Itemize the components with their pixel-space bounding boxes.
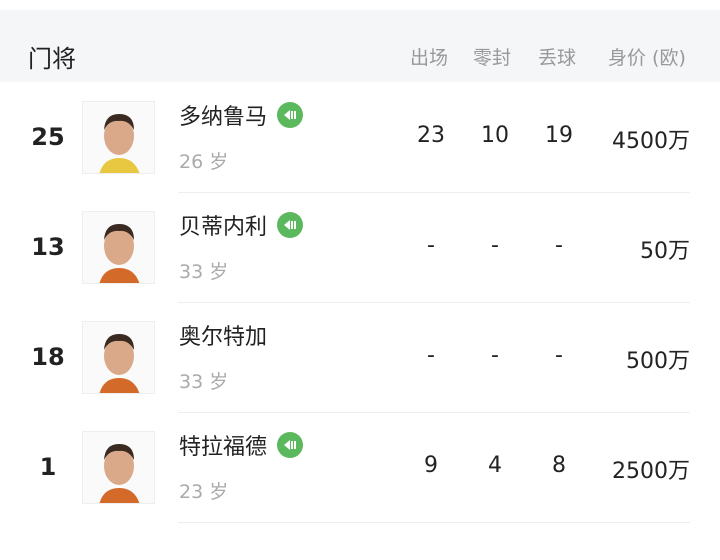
player-row[interactable]: 18 奥尔特加 33 岁 - - - 500万 bbox=[0, 321, 720, 431]
player-number: 18 bbox=[31, 343, 65, 371]
player-photo bbox=[82, 321, 155, 394]
player-age: 26 岁 bbox=[179, 151, 229, 173]
stat-conceded: - bbox=[555, 233, 563, 258]
player-age: 33 岁 bbox=[179, 371, 229, 393]
section-title: 门将 bbox=[28, 45, 76, 73]
row-divider bbox=[178, 192, 690, 193]
stat-clean-sheets: 4 bbox=[488, 453, 502, 478]
market-value: 4500万 bbox=[612, 129, 690, 154]
market-value: 2500万 bbox=[612, 459, 690, 484]
col-apps: 出场 bbox=[410, 47, 449, 69]
player-number: 25 bbox=[31, 123, 65, 151]
row-divider bbox=[178, 522, 690, 523]
stat-clean-sheets: - bbox=[491, 233, 499, 258]
stat-apps: 9 bbox=[424, 453, 438, 478]
stat-apps: - bbox=[427, 233, 435, 258]
player-name[interactable]: 贝蒂内利 bbox=[179, 215, 268, 240]
player-name-line: 贝蒂内利 bbox=[179, 209, 304, 241]
player-row[interactable]: 13 贝蒂内利 33 岁 - - - 50万 bbox=[0, 211, 720, 321]
stat-conceded: 8 bbox=[552, 453, 566, 478]
play-badge-icon[interactable] bbox=[277, 102, 304, 128]
player-number: 1 bbox=[39, 453, 57, 481]
player-age: 23 岁 bbox=[179, 481, 229, 503]
play-badge-icon[interactable] bbox=[277, 212, 304, 238]
player-name[interactable]: 特拉福德 bbox=[179, 435, 268, 460]
player-number: 13 bbox=[31, 233, 65, 261]
player-name-line: 奥尔特加 bbox=[179, 319, 267, 351]
player-row[interactable]: 1 特拉福德 23 岁 9 4 8 2500万 bbox=[0, 431, 720, 541]
stat-conceded: - bbox=[555, 343, 563, 368]
player-row[interactable]: 25 多纳鲁马 26 岁 23 10 19 4500万 bbox=[0, 101, 720, 211]
player-age: 33 岁 bbox=[179, 261, 229, 283]
stat-clean-sheets: 10 bbox=[481, 123, 509, 148]
stat-apps: - bbox=[427, 343, 435, 368]
col-value: 身价 (欧) bbox=[608, 47, 686, 69]
stat-apps: 23 bbox=[417, 123, 445, 148]
player-photo bbox=[82, 101, 155, 174]
col-conceded: 丢球 bbox=[538, 47, 577, 69]
row-divider bbox=[178, 412, 690, 413]
player-name[interactable]: 奥尔特加 bbox=[179, 325, 268, 350]
col-clean-sheets: 零封 bbox=[473, 47, 512, 69]
market-value: 500万 bbox=[626, 349, 690, 374]
row-divider bbox=[178, 302, 690, 303]
player-name[interactable]: 多纳鲁马 bbox=[179, 105, 268, 130]
player-photo bbox=[82, 211, 155, 284]
play-badge-icon[interactable] bbox=[277, 432, 304, 458]
stat-clean-sheets: - bbox=[491, 343, 499, 368]
player-name-line: 特拉福德 bbox=[179, 429, 304, 461]
stat-conceded: 19 bbox=[545, 123, 573, 148]
table-header: 门将 出场 零封 丢球 身价 (欧) bbox=[0, 10, 720, 82]
player-name-line: 多纳鲁马 bbox=[179, 99, 304, 131]
player-photo bbox=[82, 431, 155, 504]
market-value: 50万 bbox=[640, 239, 690, 264]
